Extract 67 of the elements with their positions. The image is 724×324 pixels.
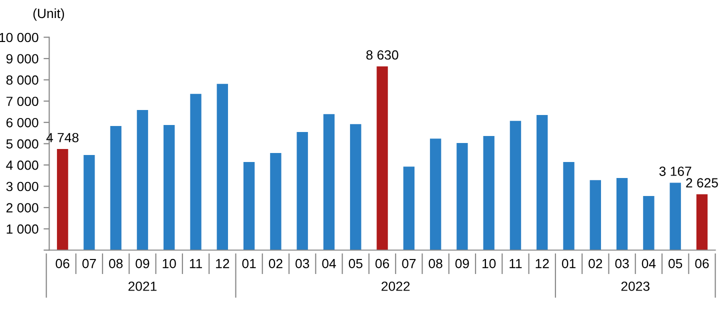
bar [110,126,122,250]
bar [670,182,681,250]
x-tick-label: 10 [482,258,496,268]
bar [536,114,548,250]
bar [616,178,628,250]
x-tick-label: 06 [375,258,390,268]
bar [350,124,362,250]
y-tick-label: 8 000 [6,75,38,85]
y-tick-label: 2 000 [6,203,38,212]
data-label: 4 748 [46,132,78,142]
y-axis-title: (Unit) [33,8,64,21]
bar [376,66,388,250]
bar [643,196,654,250]
x-tick-label: 10 [162,258,176,268]
bar [243,162,255,250]
data-label: 2 625 [686,178,718,188]
y-tick-label: 1 000 [6,224,38,234]
x-tick-label: 01 [562,258,576,268]
y-tick-label: 7 000 [6,96,38,106]
x-tick-label: 08 [109,258,123,268]
bar [56,149,68,250]
bar [270,153,282,250]
x-tick-label: 02 [588,258,602,268]
y-tick-label: 4 000 [6,160,38,170]
y-tick-label: 5 000 [6,139,38,149]
x-tick-label: 08 [428,258,442,268]
bar [483,136,494,250]
x-tick-label: 11 [510,259,522,268]
bar [84,154,95,250]
bar [216,84,228,250]
y-tick-label: 9 000 [6,54,38,64]
text: 2021 [128,282,157,291]
x-tick-label: 04 [642,258,656,268]
x-tick-label: 03 [296,258,310,268]
text: 2023 [621,282,650,291]
text: 2022 [382,282,410,291]
bar [696,194,708,250]
bar [403,166,415,250]
x-tick-label: 09 [455,258,469,268]
x-tick-label: 05 [668,258,682,268]
y-tick-label: 3 000 [6,182,38,192]
x-tick-label: 03 [615,258,629,268]
x-tick-label: 07 [402,258,416,268]
bar [590,180,602,250]
data-label: 3 167 [659,166,692,176]
bar [323,114,335,250]
x-tick-label: 09 [136,258,150,268]
x-tick-label: 11 [190,259,202,268]
x-tick-label: 05 [348,258,362,268]
bar [296,132,308,250]
bar [136,110,148,250]
x-tick-label: 06 [695,258,709,268]
x-tick-label: 12 [536,258,549,268]
bar [510,120,522,250]
x-tick-label: 07 [82,258,96,268]
x-tick-label: 06 [56,258,70,268]
x-tick-label: 12 [216,258,230,268]
y-tick-label: 6 000 [6,118,38,128]
bar [164,124,175,250]
bar [456,143,468,250]
x-tick-label: 02 [268,258,282,268]
bar [563,162,574,250]
bar [190,94,202,250]
bar [430,138,442,250]
data-label: 8 630 [366,50,398,60]
x-tick-label: 04 [322,258,336,268]
x-tick-label: 01 [242,258,256,268]
